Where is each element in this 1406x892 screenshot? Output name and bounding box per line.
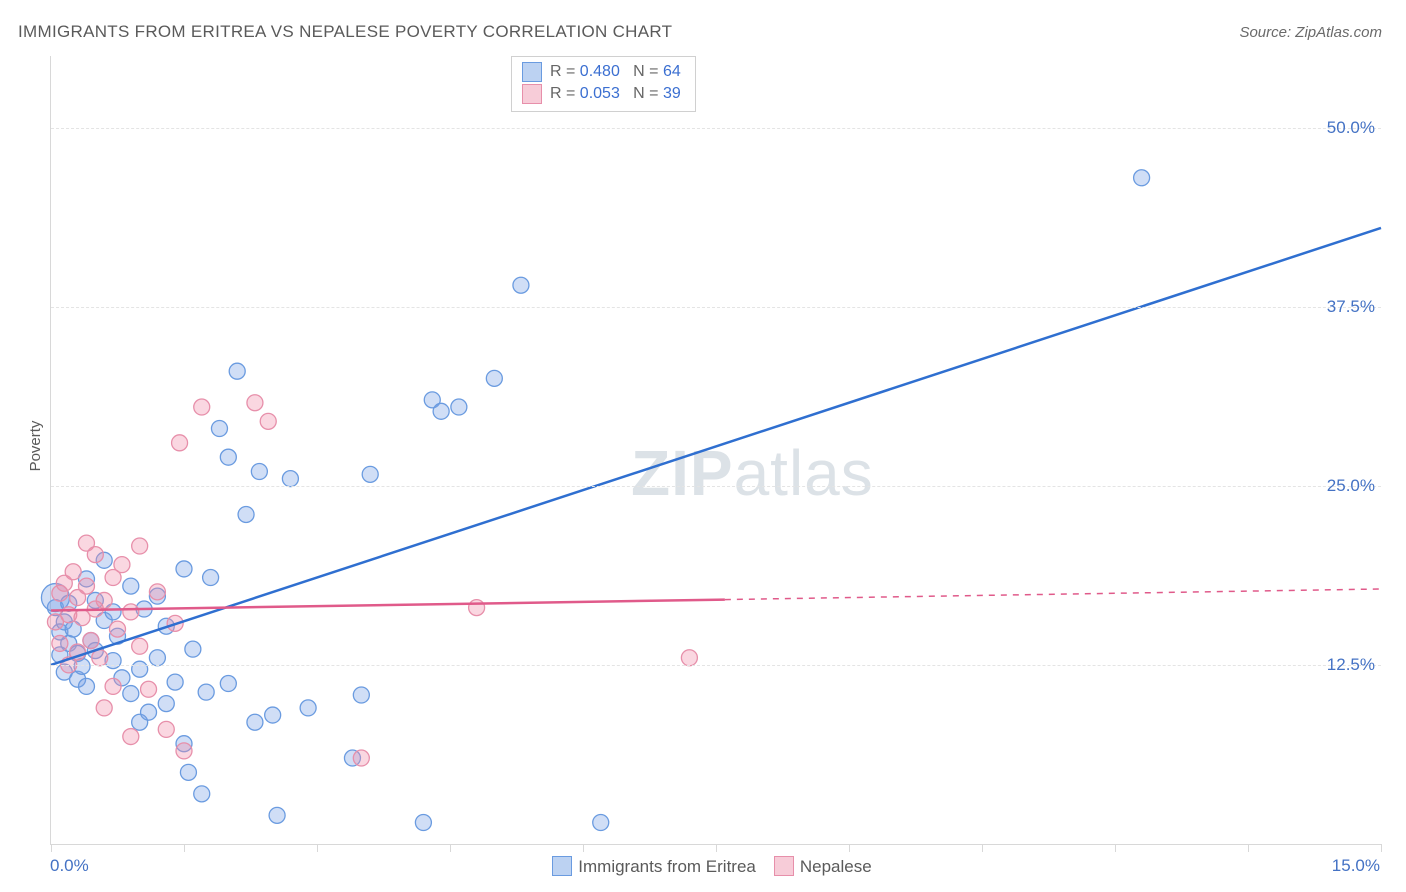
data-point bbox=[176, 743, 192, 759]
gridline bbox=[51, 665, 1381, 666]
data-point bbox=[105, 678, 121, 694]
y-axis-label: Poverty bbox=[27, 421, 44, 472]
legend-swatch bbox=[522, 84, 542, 104]
data-point bbox=[486, 370, 502, 386]
data-point bbox=[251, 463, 267, 479]
y-tick-label: 12.5% bbox=[1327, 655, 1375, 675]
data-point bbox=[194, 399, 210, 415]
data-point bbox=[469, 600, 485, 616]
data-point bbox=[114, 557, 130, 573]
x-tick bbox=[583, 844, 584, 852]
series-legend: Immigrants from Eritrea Nepalese bbox=[0, 856, 1406, 877]
data-point bbox=[123, 729, 139, 745]
data-point bbox=[269, 807, 285, 823]
data-point bbox=[176, 561, 192, 577]
data-point bbox=[593, 815, 609, 831]
data-point bbox=[123, 686, 139, 702]
gridline bbox=[51, 128, 1381, 129]
data-point bbox=[65, 564, 81, 580]
chart-svg bbox=[51, 56, 1381, 844]
data-point bbox=[180, 764, 196, 780]
x-tick bbox=[982, 844, 983, 852]
data-point bbox=[132, 538, 148, 554]
data-point bbox=[78, 578, 94, 594]
data-point bbox=[167, 674, 183, 690]
data-point bbox=[83, 633, 99, 649]
legend-swatch bbox=[774, 856, 794, 876]
data-point bbox=[96, 592, 112, 608]
x-tick bbox=[1115, 844, 1116, 852]
data-point bbox=[149, 584, 165, 600]
data-point bbox=[353, 750, 369, 766]
x-tick bbox=[716, 844, 717, 852]
x-tick bbox=[317, 844, 318, 852]
legend-swatch bbox=[552, 856, 572, 876]
data-point bbox=[87, 547, 103, 563]
data-point bbox=[158, 721, 174, 737]
data-point bbox=[203, 570, 219, 586]
data-point bbox=[282, 471, 298, 487]
y-tick-label: 25.0% bbox=[1327, 476, 1375, 496]
data-point bbox=[132, 638, 148, 654]
data-point bbox=[141, 704, 157, 720]
data-point bbox=[681, 650, 697, 666]
x-tick bbox=[51, 844, 52, 852]
legend-label: Nepalese bbox=[800, 857, 872, 876]
data-point bbox=[185, 641, 201, 657]
data-point bbox=[362, 466, 378, 482]
data-point bbox=[123, 604, 139, 620]
x-tick bbox=[450, 844, 451, 852]
y-tick-label: 37.5% bbox=[1327, 297, 1375, 317]
data-point bbox=[96, 700, 112, 716]
legend-text: R = 0.053 N = 39 bbox=[550, 83, 681, 105]
data-point bbox=[353, 687, 369, 703]
data-point bbox=[247, 714, 263, 730]
data-point bbox=[141, 681, 157, 697]
data-point bbox=[198, 684, 214, 700]
chart-source: Source: ZipAtlas.com bbox=[1239, 24, 1382, 41]
data-point bbox=[415, 815, 431, 831]
data-point bbox=[265, 707, 281, 723]
data-point bbox=[78, 678, 94, 694]
legend-row: R = 0.053 N = 39 bbox=[522, 83, 681, 105]
x-tick bbox=[184, 844, 185, 852]
data-point bbox=[433, 403, 449, 419]
y-tick-label: 50.0% bbox=[1327, 118, 1375, 138]
plot-area: ZIPatlas R = 0.480 N = 64 R = 0.053 N = … bbox=[50, 56, 1381, 845]
data-point bbox=[1134, 170, 1150, 186]
data-point bbox=[260, 413, 276, 429]
x-tick bbox=[849, 844, 850, 852]
data-point bbox=[132, 661, 148, 677]
data-point bbox=[238, 506, 254, 522]
data-point bbox=[110, 621, 126, 637]
data-point bbox=[300, 700, 316, 716]
legend-label: Immigrants from Eritrea bbox=[578, 857, 756, 876]
data-point bbox=[123, 578, 139, 594]
legend-swatch bbox=[522, 62, 542, 82]
gridline bbox=[51, 486, 1381, 487]
data-point bbox=[220, 449, 236, 465]
correlation-legend: R = 0.480 N = 64 R = 0.053 N = 39 bbox=[511, 56, 696, 112]
data-point bbox=[149, 650, 165, 666]
x-tick bbox=[1381, 844, 1382, 852]
data-point bbox=[247, 395, 263, 411]
legend-row: R = 0.480 N = 64 bbox=[522, 61, 681, 83]
legend-text: R = 0.480 N = 64 bbox=[550, 61, 681, 83]
data-point bbox=[158, 696, 174, 712]
data-point bbox=[451, 399, 467, 415]
x-tick bbox=[1248, 844, 1249, 852]
data-point bbox=[513, 277, 529, 293]
data-point bbox=[172, 435, 188, 451]
data-point bbox=[220, 676, 236, 692]
data-point bbox=[92, 650, 108, 666]
gridline bbox=[51, 307, 1381, 308]
data-point bbox=[211, 421, 227, 437]
trend-line-extrapolated bbox=[725, 589, 1381, 600]
data-point bbox=[229, 363, 245, 379]
data-point bbox=[194, 786, 210, 802]
data-point bbox=[52, 635, 68, 651]
chart-title: IMMIGRANTS FROM ERITREA VS NEPALESE POVE… bbox=[18, 22, 672, 42]
